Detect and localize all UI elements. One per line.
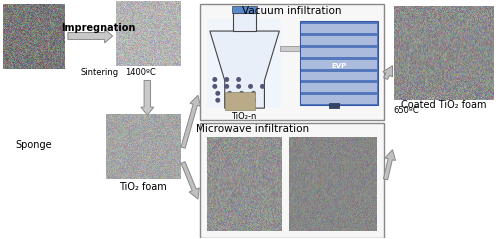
- Text: TiO₂ foam: TiO₂ foam: [120, 182, 167, 192]
- Bar: [232, 6, 258, 13]
- Bar: [200, 4, 384, 120]
- Text: Impregnation: Impregnation: [62, 23, 136, 33]
- Circle shape: [251, 98, 256, 103]
- Text: Sintering: Sintering: [80, 68, 118, 77]
- Polygon shape: [181, 95, 201, 148]
- Bar: [301, 36, 376, 45]
- Text: TiO₂-n: TiO₂-n: [231, 112, 256, 121]
- Text: 1400ºC: 1400ºC: [126, 68, 156, 77]
- Bar: [301, 60, 376, 69]
- Bar: [301, 83, 376, 92]
- Circle shape: [236, 77, 241, 82]
- Bar: [232, 13, 256, 31]
- Circle shape: [260, 84, 265, 89]
- Polygon shape: [68, 29, 112, 43]
- Circle shape: [216, 91, 220, 96]
- Text: Sponge: Sponge: [16, 140, 52, 150]
- Circle shape: [216, 98, 220, 103]
- Circle shape: [227, 91, 232, 96]
- Circle shape: [236, 84, 241, 89]
- Circle shape: [239, 91, 244, 96]
- Polygon shape: [384, 150, 396, 180]
- Text: 650ºC: 650ºC: [394, 106, 419, 115]
- Text: Vacuum infiltration: Vacuum infiltration: [242, 6, 342, 16]
- Circle shape: [212, 84, 218, 89]
- Bar: [300, 21, 378, 105]
- Bar: [301, 95, 376, 104]
- Polygon shape: [210, 31, 280, 108]
- Bar: [329, 103, 339, 108]
- Polygon shape: [383, 66, 392, 80]
- Text: Coated TiO₂ foam: Coated TiO₂ foam: [402, 100, 487, 110]
- Bar: [224, 92, 254, 110]
- Bar: [301, 71, 376, 81]
- Bar: [280, 46, 300, 51]
- Circle shape: [248, 84, 253, 89]
- Circle shape: [239, 98, 244, 103]
- Circle shape: [227, 98, 232, 103]
- Text: Microwave infiltration: Microwave infiltration: [196, 124, 309, 134]
- Bar: [301, 48, 376, 57]
- Bar: [200, 123, 384, 238]
- Bar: [301, 24, 376, 33]
- Circle shape: [212, 77, 218, 82]
- Polygon shape: [181, 162, 200, 199]
- Polygon shape: [141, 81, 154, 115]
- Bar: [207, 19, 282, 108]
- Text: EVP: EVP: [332, 63, 346, 69]
- Circle shape: [251, 91, 256, 96]
- Circle shape: [224, 77, 229, 82]
- Circle shape: [224, 84, 229, 89]
